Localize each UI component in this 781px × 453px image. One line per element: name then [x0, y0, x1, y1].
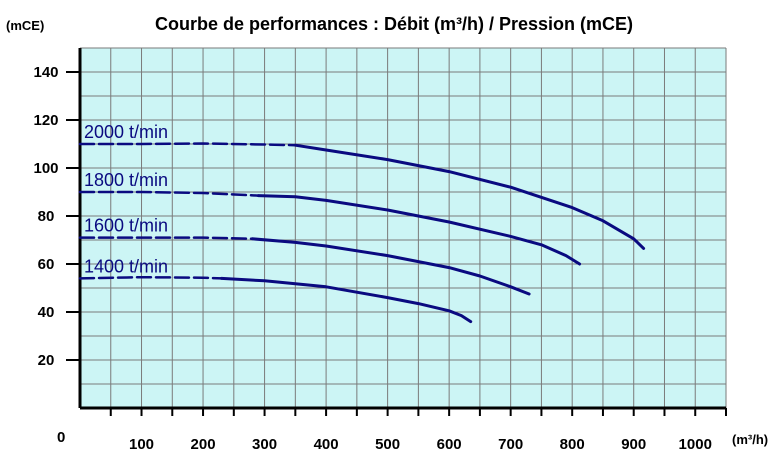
- y-tick-label: 60: [38, 256, 55, 273]
- y-tick-label: 140: [33, 64, 58, 81]
- curve-label-1400: 1400 t/min: [84, 256, 168, 276]
- curve-1400-solid: [220, 276, 473, 324]
- x-axis-unit-label: (m³/h): [732, 432, 768, 447]
- y-axis-unit-label: (mCE): [6, 18, 44, 33]
- y-tick-label: 120: [33, 112, 58, 129]
- curve-2000-dashed: [78, 142, 297, 147]
- x-tick-label: 800: [560, 436, 585, 453]
- y-axis-ticks: 20 40 60 80 100 120 140: [33, 64, 80, 369]
- curve-1600-solid: [250, 237, 531, 296]
- curve-label-1800: 1800 t/min: [84, 170, 168, 190]
- x-tick-label: 700: [498, 436, 523, 453]
- y-tick-label: 80: [38, 208, 55, 225]
- y-tick-label: 40: [38, 304, 55, 321]
- curve-label-1600: 1600 t/min: [84, 216, 168, 236]
- curve-2000-solid: [293, 143, 646, 250]
- origin-label: 0: [57, 429, 65, 446]
- x-tick-label: 600: [437, 436, 462, 453]
- axes: [78, 48, 726, 410]
- curve-1400-dashed: [78, 275, 223, 280]
- x-axis-ticks: 100 200 300 400 500 600 700 800 900 1000: [109, 408, 727, 453]
- plot-area: [80, 48, 726, 408]
- x-tick-label: 300: [252, 436, 277, 453]
- x-tick-label: 900: [621, 436, 646, 453]
- x-tick-label: 200: [191, 436, 216, 453]
- curve-1800-solid: [256, 194, 582, 266]
- curve-1600-dashed: [78, 236, 254, 241]
- y-tick-label: 100: [33, 160, 58, 177]
- curve-label-2000: 2000 t/min: [84, 122, 168, 142]
- performance-curves: 2000 t/min 1800 t/min 1600 t/min 1400 t/min: [78, 122, 646, 324]
- x-tick-label: 100: [129, 436, 154, 453]
- y-tick-label: 20: [38, 352, 55, 369]
- chart-title: Courbe de performances : Débit (m³/h) / …: [155, 14, 633, 34]
- x-tick-label: 400: [314, 436, 339, 453]
- x-tick-label: 500: [375, 436, 400, 453]
- curve-1800-dashed: [78, 190, 260, 197]
- x-tick-label: 1000: [679, 436, 712, 453]
